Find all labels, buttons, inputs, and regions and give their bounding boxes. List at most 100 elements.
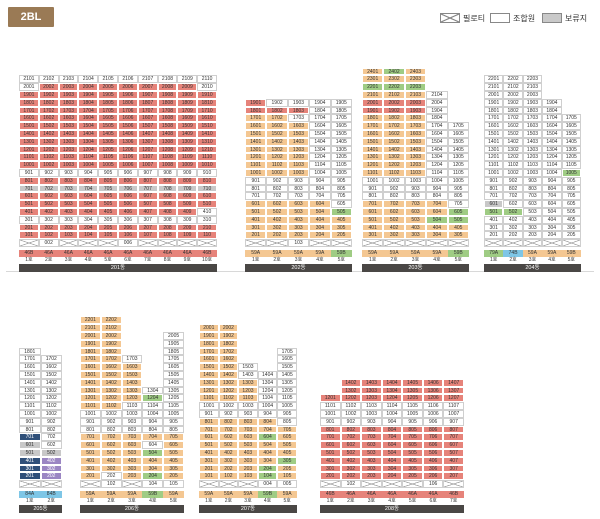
unit-cell[interactable]: 602 bbox=[40, 441, 62, 449]
unit-cell[interactable]: 1002 bbox=[266, 168, 288, 177]
unit-cell[interactable]: 705 bbox=[98, 184, 118, 193]
unit-cell[interactable]: 703 bbox=[238, 425, 258, 434]
unit-cell[interactable]: 503 bbox=[287, 207, 310, 216]
unit-cell[interactable]: 209 bbox=[177, 223, 198, 232]
unit-cell[interactable]: 1202 bbox=[100, 394, 122, 403]
unit-cell[interactable]: 403 bbox=[404, 223, 427, 232]
unit-cell[interactable]: 005 bbox=[277, 480, 297, 488]
unit-cell[interactable]: 1902 bbox=[383, 106, 405, 115]
unit-cell[interactable]: 1207 bbox=[137, 145, 158, 154]
unit-cell[interactable]: 1608 bbox=[157, 114, 178, 123]
unit-cell[interactable]: 303 bbox=[121, 464, 143, 473]
unit-cell[interactable]: 403 bbox=[522, 215, 543, 224]
pilotis-unit[interactable] bbox=[78, 239, 99, 247]
unit-cell[interactable]: 803 bbox=[121, 425, 143, 434]
unit-cell[interactable]: 1803 bbox=[287, 106, 310, 115]
pilotis-unit[interactable] bbox=[383, 239, 405, 247]
unit-cell[interactable]: 1402 bbox=[503, 137, 523, 146]
unit-cell[interactable]: 703 bbox=[287, 192, 310, 201]
unit-cell[interactable]: 902 bbox=[383, 184, 405, 193]
unit-cell[interactable]: 2401 bbox=[362, 67, 384, 76]
unit-cell[interactable]: 401 bbox=[19, 456, 41, 465]
unit-cell[interactable]: 305 bbox=[277, 456, 297, 465]
unit-cell[interactable]: 006 bbox=[117, 239, 138, 247]
unit-cell[interactable]: 907 bbox=[443, 417, 464, 426]
unit-cell[interactable]: 404 bbox=[309, 215, 331, 224]
unit-cell[interactable]: 1205 bbox=[447, 161, 469, 169]
unit-cell[interactable]: 803 bbox=[287, 184, 310, 193]
pilotis-unit[interactable] bbox=[330, 239, 352, 247]
unit-cell[interactable]: 604 bbox=[78, 192, 99, 201]
unit-cell[interactable]: 2101 bbox=[80, 324, 101, 332]
unit-cell[interactable]: 1405 bbox=[330, 137, 352, 146]
unit-cell[interactable]: 706 bbox=[117, 184, 138, 193]
unit-cell[interactable]: 2108 bbox=[157, 75, 178, 84]
unit-cell[interactable]: 1804 bbox=[542, 106, 562, 115]
unit-cell[interactable]: 1703 bbox=[287, 114, 310, 123]
unit-cell[interactable]: 1505 bbox=[163, 370, 184, 379]
unit-cell[interactable]: 605 bbox=[330, 200, 352, 208]
unit-cell[interactable]: 1702 bbox=[38, 106, 59, 115]
pilotis-unit[interactable] bbox=[218, 480, 239, 488]
unit-cell[interactable]: 104 bbox=[142, 480, 164, 488]
unit-cell[interactable]: 1204 bbox=[257, 386, 278, 395]
unit-cell[interactable]: 604 bbox=[142, 441, 164, 449]
unit-cell[interactable]: 2103 bbox=[522, 83, 543, 91]
unit-cell[interactable]: 1005 bbox=[447, 176, 469, 185]
unit-cell[interactable]: 306 bbox=[117, 215, 138, 224]
unit-cell[interactable]: 1205 bbox=[163, 394, 184, 403]
unit-cell[interactable]: 1403 bbox=[361, 378, 382, 387]
unit-cell[interactable]: 1605 bbox=[561, 122, 581, 130]
unit-cell[interactable]: 201 bbox=[484, 231, 504, 240]
unit-cell[interactable]: 1102 bbox=[38, 153, 59, 162]
unit-cell[interactable]: 503 bbox=[361, 448, 382, 457]
unit-cell[interactable]: 1502 bbox=[266, 129, 288, 138]
unit-cell[interactable]: 701 bbox=[362, 200, 384, 208]
unit-cell[interactable]: 1004 bbox=[542, 168, 562, 177]
unit-cell[interactable]: 1501 bbox=[80, 370, 101, 379]
unit-cell[interactable]: 301 bbox=[19, 464, 41, 473]
unit-cell[interactable]: 501 bbox=[199, 441, 219, 449]
unit-cell[interactable]: 302 bbox=[266, 223, 288, 232]
unit-cell[interactable]: 803 bbox=[238, 417, 258, 426]
unit-cell[interactable]: 704 bbox=[381, 433, 403, 442]
unit-cell[interactable]: 201 bbox=[245, 231, 267, 240]
unit-cell[interactable]: 1101 bbox=[320, 402, 341, 410]
unit-cell[interactable]: 403 bbox=[361, 456, 382, 465]
unit-cell[interactable]: 1004 bbox=[309, 168, 331, 177]
unit-cell[interactable]: 102 bbox=[38, 231, 59, 240]
unit-cell[interactable]: 304 bbox=[257, 456, 278, 465]
unit-cell[interactable]: 405 bbox=[163, 456, 184, 465]
unit-cell[interactable]: 1304 bbox=[78, 137, 99, 146]
unit-cell[interactable]: 602 bbox=[340, 441, 362, 449]
unit-cell[interactable]: 102 bbox=[100, 480, 122, 488]
unit-cell[interactable]: 205 bbox=[561, 231, 581, 240]
unit-cell[interactable]: 901 bbox=[19, 168, 39, 177]
unit-cell[interactable]: 1005 bbox=[402, 409, 423, 418]
unit-cell[interactable]: 1105 bbox=[277, 394, 297, 403]
pilotis-unit[interactable] bbox=[137, 239, 158, 247]
unit-cell[interactable]: 705 bbox=[330, 192, 352, 201]
unit-cell[interactable]: 803 bbox=[361, 425, 382, 434]
unit-cell[interactable]: 1101 bbox=[199, 394, 219, 403]
unit-cell[interactable]: 1003 bbox=[361, 409, 382, 418]
unit-cell[interactable]: 1205 bbox=[561, 153, 581, 162]
unit-cell[interactable]: 1901 bbox=[80, 339, 101, 348]
unit-cell[interactable]: 605 bbox=[98, 192, 118, 201]
unit-cell[interactable]: 1005 bbox=[561, 168, 581, 177]
unit-cell[interactable]: 305 bbox=[402, 464, 423, 473]
unit-cell[interactable]: 407 bbox=[443, 456, 464, 465]
unit-cell[interactable]: 1304 bbox=[257, 378, 278, 387]
unit-cell[interactable]: 201 bbox=[19, 223, 39, 232]
unit-cell[interactable]: 1802 bbox=[38, 98, 59, 107]
unit-cell[interactable]: 1405 bbox=[277, 370, 297, 379]
unit-cell[interactable]: 1009 bbox=[177, 161, 198, 169]
unit-cell[interactable]: 610 bbox=[197, 192, 217, 201]
unit-cell[interactable]: 804 bbox=[426, 192, 448, 201]
unit-cell[interactable]: 201 bbox=[19, 472, 41, 481]
pilotis-unit[interactable] bbox=[503, 239, 523, 247]
unit-cell[interactable]: 404 bbox=[381, 456, 403, 465]
unit-cell[interactable]: 1104 bbox=[309, 161, 331, 169]
unit-cell[interactable]: 1302 bbox=[503, 145, 523, 154]
unit-cell[interactable]: 303 bbox=[287, 223, 310, 232]
